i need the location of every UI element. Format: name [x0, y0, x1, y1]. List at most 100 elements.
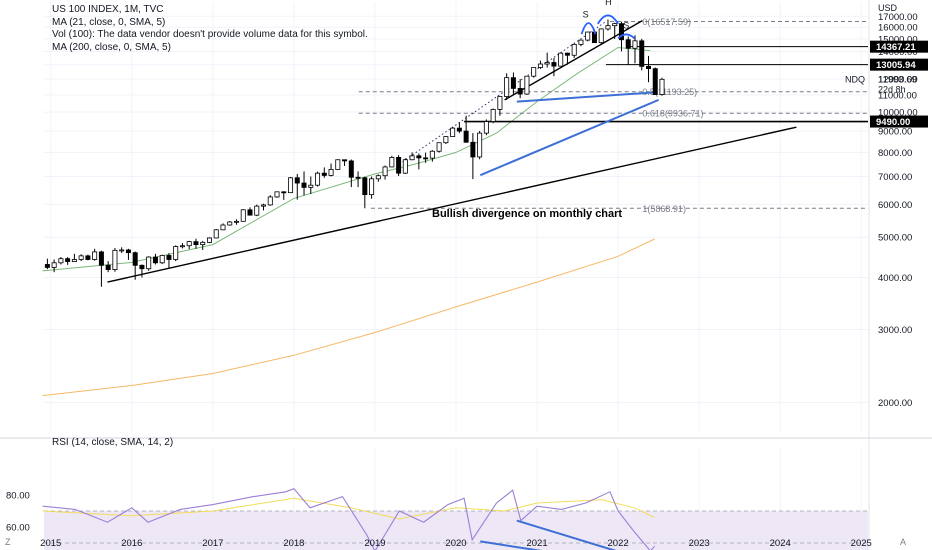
candle[interactable]	[362, 177, 368, 196]
candle[interactable]	[497, 96, 503, 110]
candle[interactable]	[281, 191, 287, 194]
time-tick-label[interactable]: 2025	[851, 538, 872, 549]
candle[interactable]	[537, 63, 543, 68]
time-tick-label[interactable]: 2016	[121, 538, 142, 549]
price-tick-label[interactable]: 8000.00	[878, 148, 912, 159]
candle[interactable]	[564, 52, 570, 56]
price-tick-label[interactable]: 5000.00	[878, 233, 912, 244]
candle[interactable]	[240, 209, 246, 222]
candle[interactable]	[544, 62, 550, 65]
candle[interactable]	[213, 229, 219, 239]
axes[interactable]: USD 2000.00 3000.00 4000.00 5000.00 6000.00 70…	[6, 0, 918, 550]
candle[interactable]	[355, 176, 361, 179]
candle[interactable]	[132, 252, 138, 266]
candle[interactable]	[206, 237, 212, 243]
candle[interactable]	[78, 255, 84, 260]
candle[interactable]	[409, 155, 415, 161]
candle[interactable]	[450, 127, 456, 138]
time-tick-label[interactable]: 2015	[40, 538, 61, 549]
candle[interactable]	[558, 52, 564, 67]
price-tick-label[interactable]: 9000.00	[878, 127, 912, 138]
price-tick-label[interactable]: 12000.00	[878, 75, 918, 86]
auto-scale-toggle[interactable]: A	[900, 537, 907, 547]
candle[interactable]	[618, 23, 624, 41]
candle[interactable]	[301, 182, 307, 188]
log-toggle[interactable]: Z	[5, 537, 11, 547]
candle[interactable]	[315, 172, 321, 186]
candle[interactable]	[402, 159, 408, 174]
candle[interactable]	[369, 178, 375, 196]
candle[interactable]	[328, 169, 334, 176]
candle[interactable]	[227, 221, 233, 226]
candles[interactable]	[44, 19, 665, 287]
candle[interactable]	[92, 251, 98, 260]
time-tick-label[interactable]: 2023	[689, 538, 710, 549]
candle[interactable]	[274, 191, 280, 198]
candle[interactable]	[71, 259, 77, 262]
candle[interactable]	[254, 205, 260, 216]
candle[interactable]	[335, 159, 341, 170]
candle[interactable]	[348, 160, 354, 178]
candle[interactable]	[125, 249, 131, 254]
candle[interactable]	[625, 39, 631, 49]
candle[interactable]	[51, 262, 57, 268]
candle[interactable]	[119, 249, 125, 252]
time-tick-label[interactable]: 2019	[364, 538, 385, 549]
candle[interactable]	[429, 150, 435, 159]
candle[interactable]	[659, 78, 665, 95]
candle[interactable]	[159, 255, 165, 264]
candle[interactable]	[463, 130, 469, 143]
candle[interactable]	[139, 264, 145, 270]
candle[interactable]	[294, 177, 300, 184]
candle[interactable]	[490, 109, 496, 122]
candle[interactable]	[308, 184, 314, 188]
candle[interactable]	[65, 258, 71, 262]
time-tick-label[interactable]: 2020	[445, 538, 466, 549]
candle[interactable]	[571, 43, 577, 56]
candle[interactable]	[247, 209, 253, 216]
candle[interactable]	[261, 204, 267, 207]
candle[interactable]	[531, 67, 537, 77]
price-tick-label[interactable]: 17000.00	[878, 12, 918, 23]
price-tick-label[interactable]: 16000.00	[878, 23, 918, 34]
candle[interactable]	[632, 40, 638, 49]
candle[interactable]	[416, 155, 422, 159]
price-tick-label[interactable]: 4000.00	[878, 273, 912, 284]
candle[interactable]	[105, 264, 111, 270]
price-tick-label[interactable]: 2000.00	[878, 398, 912, 409]
price-tick-label[interactable]: 6000.00	[878, 200, 912, 211]
candle[interactable]	[382, 166, 388, 177]
candle[interactable]	[585, 31, 591, 41]
candle[interactable]	[152, 256, 158, 264]
candle[interactable]	[517, 88, 523, 95]
time-tick-label[interactable]: 2022	[608, 538, 629, 549]
candle[interactable]	[612, 23, 618, 27]
candle[interactable]	[375, 175, 381, 180]
price-tick-label[interactable]: 3000.00	[878, 325, 912, 336]
candle[interactable]	[483, 121, 489, 134]
candle[interactable]	[85, 255, 91, 260]
candle[interactable]	[146, 256, 152, 270]
time-tick-label[interactable]: 2021	[526, 538, 547, 549]
candle[interactable]	[186, 241, 192, 247]
candle[interactable]	[179, 245, 185, 248]
candle[interactable]	[578, 39, 584, 45]
price-tick-label[interactable]: 10000.00	[878, 108, 918, 119]
candle[interactable]	[605, 25, 611, 30]
candle[interactable]	[220, 224, 226, 231]
candle[interactable]	[645, 65, 651, 70]
candle[interactable]	[389, 157, 395, 168]
candle[interactable]	[423, 157, 429, 160]
candle[interactable]	[551, 62, 557, 67]
price-tick-label[interactable]: 15000.00	[878, 34, 918, 45]
candle[interactable]	[173, 246, 179, 260]
candle[interactable]	[44, 264, 50, 268]
price-tick-label[interactable]: 7000.00	[878, 172, 912, 183]
candle[interactable]	[200, 241, 206, 246]
candle[interactable]	[233, 220, 239, 223]
candle[interactable]	[510, 77, 516, 89]
candle[interactable]	[267, 196, 273, 206]
candle[interactable]	[193, 241, 199, 246]
candle[interactable]	[524, 75, 530, 95]
